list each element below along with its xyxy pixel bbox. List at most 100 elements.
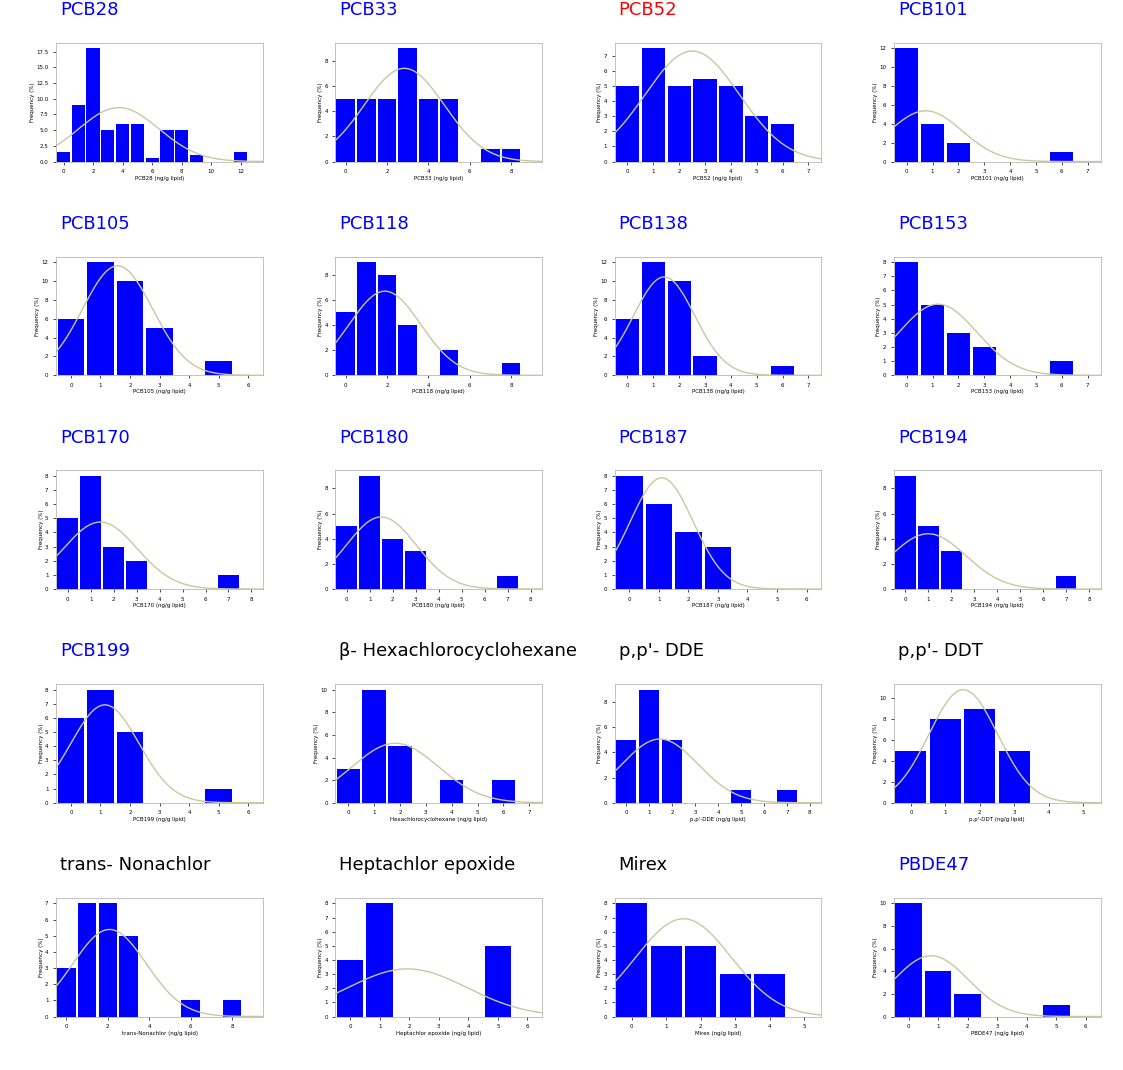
X-axis label: PCB138 (ng/g lipid): PCB138 (ng/g lipid) (692, 389, 745, 395)
Text: PCB187: PCB187 (619, 429, 688, 446)
Bar (895, 750, 926, 802)
Bar (77, 903, 97, 1016)
Bar (440, 780, 464, 802)
Bar (646, 504, 673, 588)
Y-axis label: Frequency (%): Frequency (%) (30, 82, 35, 122)
Y-axis label: Frequency (%): Frequency (%) (35, 296, 40, 336)
Bar (103, 547, 124, 588)
Bar (998, 750, 1030, 802)
Bar (895, 903, 922, 1016)
Bar (947, 333, 970, 376)
Bar (440, 350, 458, 376)
Bar (745, 117, 768, 162)
Bar (481, 149, 500, 162)
Bar (693, 78, 716, 162)
Bar (57, 152, 70, 162)
Text: PCB105: PCB105 (61, 215, 130, 233)
X-axis label: PCB118 (ng/g lipid): PCB118 (ng/g lipid) (412, 389, 465, 395)
Bar (755, 974, 785, 1016)
Bar (175, 131, 189, 162)
Bar (641, 262, 665, 376)
Bar (88, 262, 113, 376)
X-axis label: PBDE47 (ng/g lipid): PBDE47 (ng/g lipid) (970, 1030, 1024, 1036)
Bar (650, 946, 682, 1016)
Text: trans- Nonachlor: trans- Nonachlor (61, 856, 211, 874)
Bar (440, 98, 458, 162)
X-axis label: PCB52 (ng/g lipid): PCB52 (ng/g lipid) (693, 175, 742, 181)
Bar (72, 105, 85, 162)
Bar (337, 312, 355, 376)
Bar (222, 1000, 241, 1016)
Bar (235, 152, 247, 162)
Bar (921, 305, 944, 376)
Bar (617, 476, 642, 589)
Bar (357, 98, 376, 162)
Bar (492, 780, 515, 802)
X-axis label: PCB180 (ng/g lipid): PCB180 (ng/g lipid) (412, 603, 465, 608)
X-axis label: PCB105 (ng/g lipid): PCB105 (ng/g lipid) (134, 389, 186, 395)
Text: p,p'- DDT: p,p'- DDT (898, 642, 983, 660)
Y-axis label: Frequency (%): Frequency (%) (318, 510, 322, 549)
Bar (615, 319, 639, 376)
Bar (337, 526, 357, 588)
Text: Mirex: Mirex (619, 856, 668, 874)
Y-axis label: Frequency (%): Frequency (%) (318, 82, 322, 122)
Bar (924, 972, 951, 1016)
Bar (704, 547, 731, 588)
X-axis label: PCB187 (ng/g lipid): PCB187 (ng/g lipid) (692, 603, 745, 608)
Text: PCB180: PCB180 (339, 429, 409, 446)
Bar (947, 142, 970, 162)
Y-axis label: Frequency (%): Frequency (%) (38, 937, 44, 977)
Bar (383, 539, 403, 588)
Bar (57, 968, 75, 1016)
Bar (377, 98, 396, 162)
Bar (685, 946, 716, 1016)
Bar (399, 48, 417, 162)
Bar (218, 575, 239, 588)
X-axis label: Heptachlor epoxide (ng/g lipid): Heptachlor epoxide (ng/g lipid) (396, 1030, 482, 1036)
Text: PBDE47: PBDE47 (898, 856, 969, 874)
Text: PCB28: PCB28 (61, 1, 119, 19)
Bar (497, 577, 518, 588)
Bar (667, 281, 691, 376)
X-axis label: PCB101 (ng/g lipid): PCB101 (ng/g lipid) (970, 175, 1023, 181)
X-axis label: p,p'-DDE (ng/g lipid): p,p'-DDE (ng/g lipid) (690, 816, 746, 822)
Bar (190, 155, 203, 162)
Bar (1043, 1005, 1069, 1016)
Bar (930, 719, 961, 802)
Bar (776, 791, 797, 802)
Bar (119, 936, 138, 1016)
Y-axis label: Frequency (%): Frequency (%) (597, 510, 602, 549)
Y-axis label: Frequency (%): Frequency (%) (876, 296, 882, 336)
Bar (895, 48, 919, 162)
Bar (130, 124, 144, 162)
X-axis label: PCB170 (ng/g lipid): PCB170 (ng/g lipid) (134, 603, 186, 608)
Bar (770, 366, 794, 376)
Bar (667, 87, 691, 162)
Bar (719, 87, 742, 162)
X-axis label: Hexachlorocyclohexane (ng/g lipid): Hexachlorocyclohexane (ng/g lipid) (390, 816, 487, 822)
Y-axis label: Frequency (%): Frequency (%) (597, 82, 602, 122)
Bar (80, 476, 101, 589)
Bar (57, 319, 84, 376)
Y-axis label: Frequency (%): Frequency (%) (873, 723, 878, 763)
Bar (206, 789, 232, 802)
Bar (86, 48, 100, 162)
Bar (337, 769, 359, 802)
Y-axis label: Frequency (%): Frequency (%) (314, 723, 319, 763)
X-axis label: PCB194 (ng/g lipid): PCB194 (ng/g lipid) (970, 603, 1023, 608)
Text: Heptachlor epoxide: Heptachlor epoxide (339, 856, 515, 874)
Text: PCB52: PCB52 (619, 1, 677, 19)
Y-axis label: Frequency (%): Frequency (%) (597, 723, 602, 763)
Bar (693, 356, 716, 376)
Bar (389, 746, 412, 802)
Bar (116, 124, 129, 162)
Y-axis label: Frequency (%): Frequency (%) (597, 937, 602, 977)
Y-axis label: Frequency (%): Frequency (%) (594, 296, 599, 336)
Y-axis label: Frequency (%): Frequency (%) (876, 510, 882, 549)
Bar (337, 98, 355, 162)
Bar (117, 732, 144, 802)
X-axis label: PCB28 (ng/g lipid): PCB28 (ng/g lipid) (135, 175, 184, 181)
Bar (146, 158, 158, 162)
Bar (661, 740, 683, 802)
